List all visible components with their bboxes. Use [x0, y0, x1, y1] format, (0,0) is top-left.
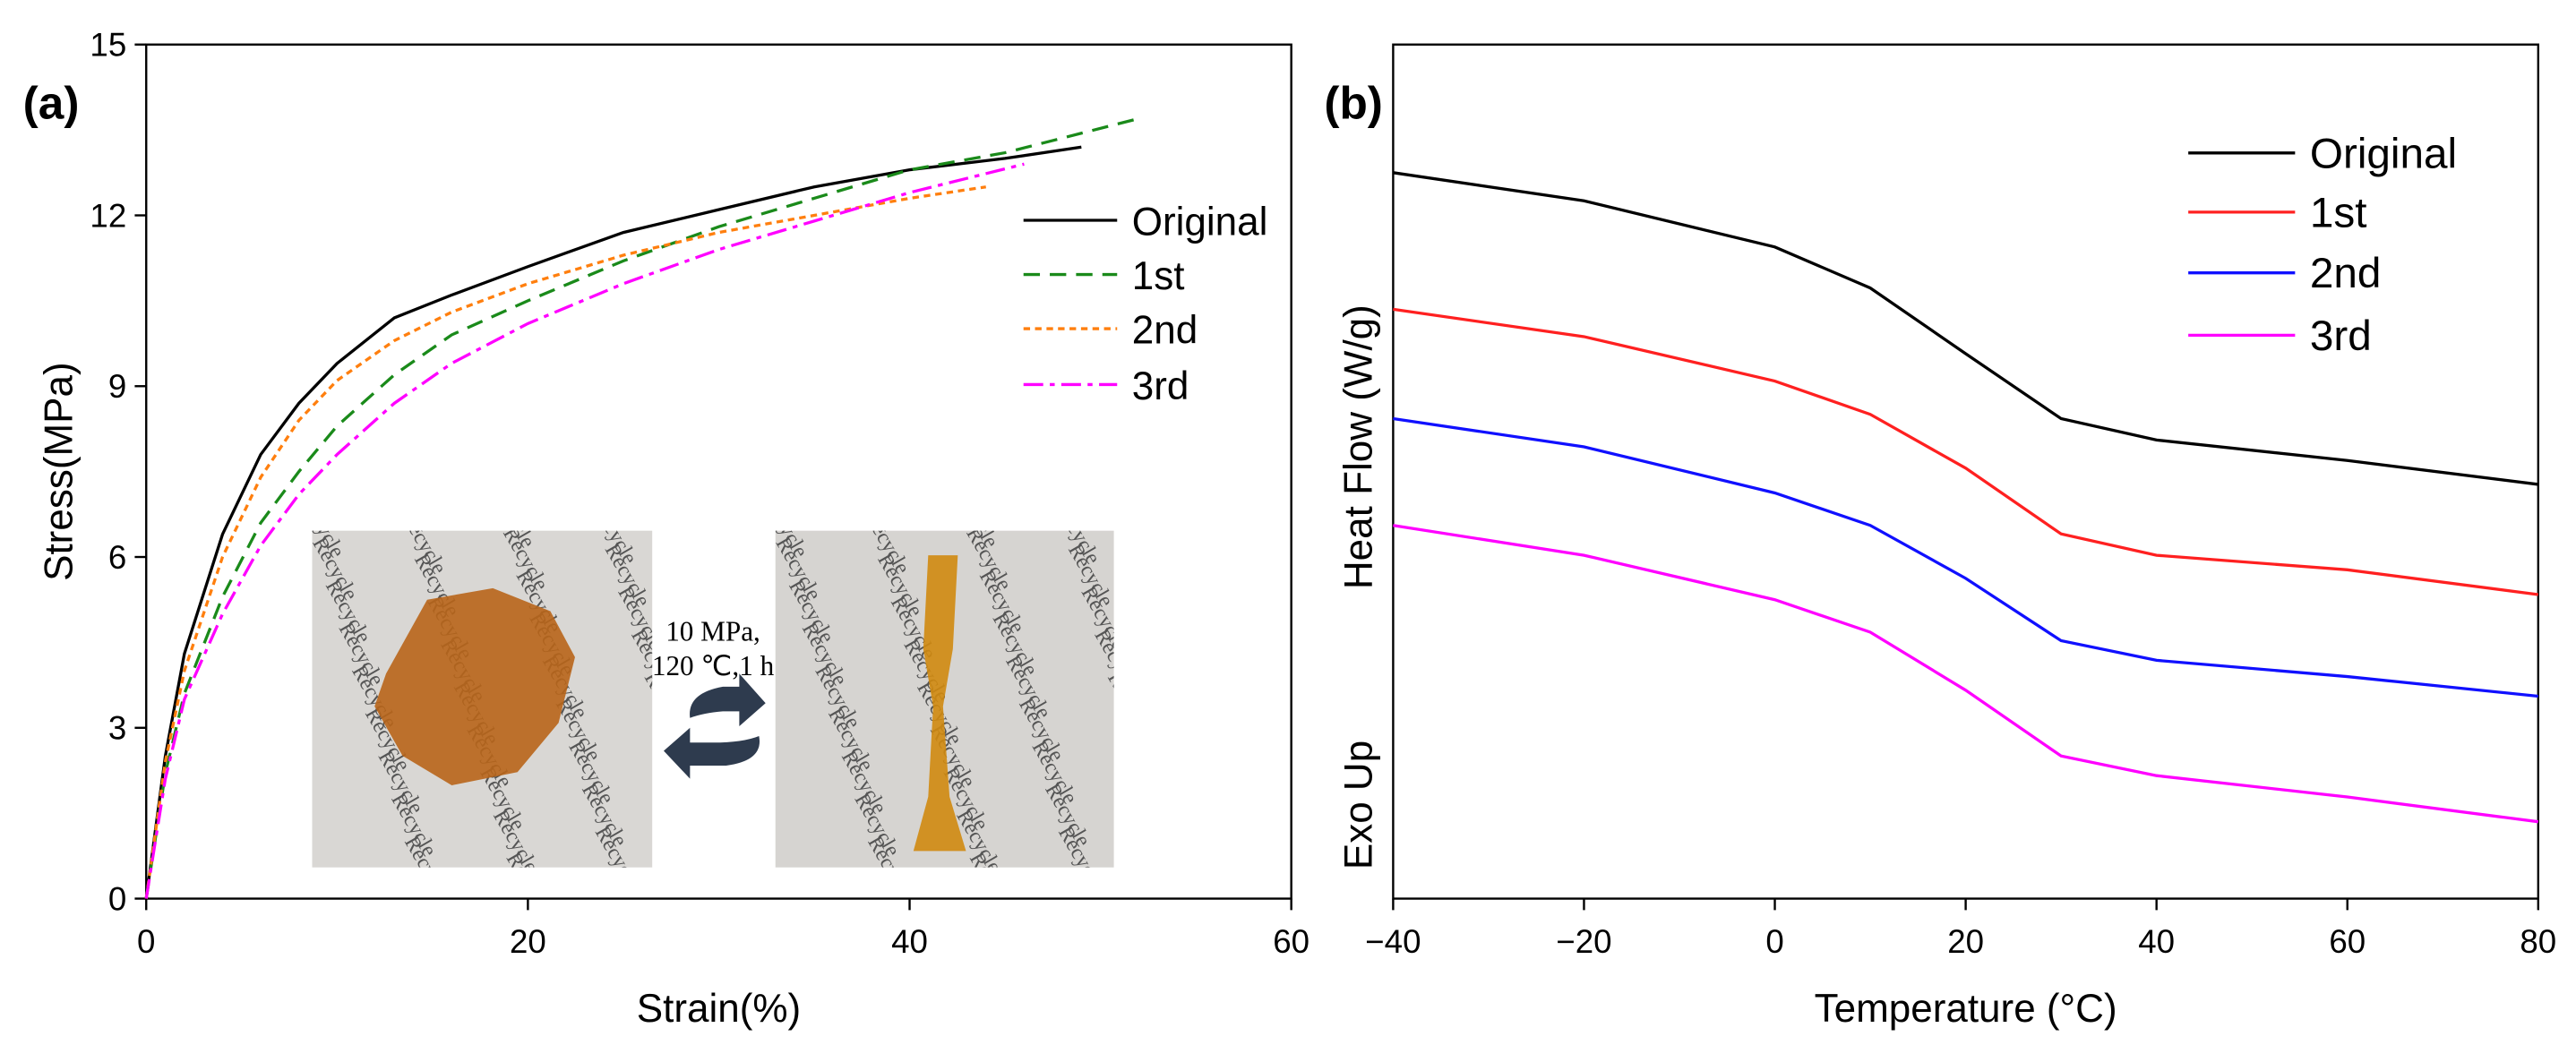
- panel-label: (a): [23, 77, 80, 128]
- watermark: Recycle: [1129, 753, 1183, 824]
- watermark: Recycle: [679, 796, 734, 867]
- x-tick-label: 40: [891, 923, 928, 960]
- series-line: [1393, 307, 2539, 596]
- watermark: Recycle: [1142, 796, 1197, 867]
- x-tick-label: 80: [2520, 923, 2556, 960]
- series-line: [144, 116, 1139, 899]
- film-pieces: [374, 587, 575, 785]
- legend-label: 3rd: [1132, 364, 1189, 408]
- legend-label: 1st: [1132, 254, 1185, 298]
- y-tick-label: 0: [108, 880, 126, 917]
- y-tick-label: 12: [90, 197, 126, 234]
- x-axis-label: Strain(%): [637, 987, 801, 1031]
- legend-label: 2nd: [1132, 309, 1198, 353]
- legend-label: 2nd: [2310, 250, 2382, 297]
- y-axis-label: Exo Up: [1337, 741, 1381, 869]
- x-tick-label: 60: [1273, 923, 1309, 960]
- watermark: Recycle: [846, 464, 901, 535]
- y-tick-label: 9: [108, 368, 126, 405]
- legend-label: Original: [2310, 130, 2457, 177]
- panel-label: (b): [1324, 77, 1383, 128]
- watermark: Recycle: [616, 908, 671, 979]
- y-axis-label: Heat Flow (W/g): [1337, 304, 1381, 589]
- plot-frame: [145, 43, 1292, 900]
- series-line: [144, 185, 986, 899]
- x-tick-label: 20: [1947, 923, 1984, 960]
- legend-label: 3rd: [2310, 313, 2372, 360]
- y-tick-label: 6: [108, 539, 126, 576]
- watermark: Recycle: [1079, 908, 1134, 979]
- x-tick-label: −20: [1556, 923, 1611, 960]
- series-line: [1393, 171, 2539, 486]
- series-line: [144, 145, 1082, 899]
- y-axis-label: Stress(MPa): [38, 362, 82, 581]
- x-tick-label: 0: [1765, 923, 1783, 960]
- watermark: Recycle: [1181, 924, 1236, 995]
- watermark: Recycle: [1168, 881, 1223, 952]
- legend-label: 1st: [2310, 189, 2367, 236]
- watermark: Recycle: [1116, 711, 1171, 782]
- x-tick-label: 60: [2329, 923, 2366, 960]
- y-tick-label: 3: [108, 710, 126, 747]
- x-tick-label: 40: [2138, 923, 2175, 960]
- series-line: [144, 162, 1025, 899]
- x-axis-label: Temperature (°C): [1815, 987, 2117, 1031]
- watermark: Recycle: [603, 865, 657, 936]
- watermark: Recycle: [413, 875, 468, 946]
- x-tick-label: −40: [1365, 923, 1421, 960]
- annotation: 10 MPa,: [665, 616, 760, 647]
- dogbone-sample: [913, 555, 966, 852]
- series-line: [1393, 416, 2538, 698]
- watermark: Recycle: [705, 881, 760, 952]
- arrow: [690, 673, 766, 726]
- legend-label: Original: [1132, 201, 1268, 244]
- watermark: Recycle: [744, 448, 799, 518]
- y-tick-label: 15: [90, 27, 126, 64]
- watermark: Recycle: [1067, 865, 1121, 936]
- series-line: [1393, 524, 2539, 824]
- x-tick-label: 20: [510, 923, 546, 960]
- watermark: Recycle: [383, 464, 438, 535]
- watermark: Recycle: [718, 924, 773, 995]
- watermark: Recycle: [978, 891, 1033, 962]
- x-tick-label: 0: [137, 923, 155, 960]
- arrow: [664, 727, 760, 779]
- annotation: 120 ℃,1 h: [652, 650, 775, 681]
